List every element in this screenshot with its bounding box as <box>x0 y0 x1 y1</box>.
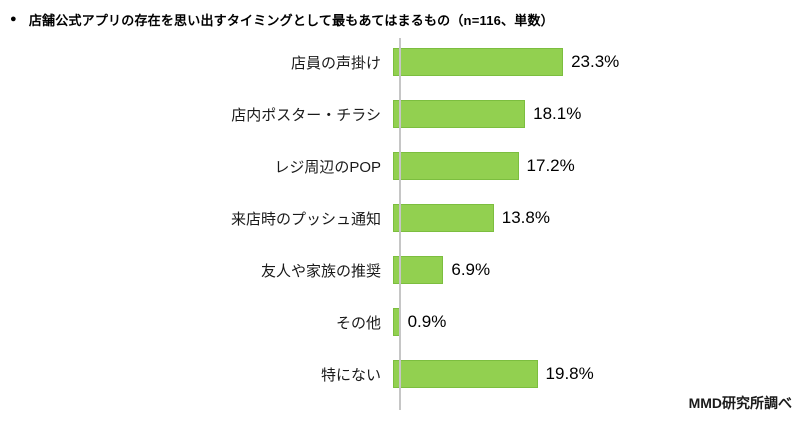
category-label: レジ周辺のPOP <box>274 158 381 176</box>
bar <box>393 152 519 180</box>
y-axis-line <box>399 38 401 410</box>
chart-title: ● 店舗公式アプリの存在を思い出すタイミングとして最もあてはまるもの（n=116… <box>10 10 554 29</box>
source-credit: MMD研究所調べ <box>688 395 792 411</box>
value-label: 18.1% <box>533 104 582 123</box>
bar-chart: 店員の声掛け 23.3% 店内ポスター・チラシ 18.1% レジ周辺のPOP 1… <box>0 36 800 410</box>
chart-row: レジ周辺のPOP 17.2% <box>0 140 800 192</box>
bar <box>393 100 526 128</box>
bar-track: 23.3% <box>391 48 619 76</box>
chart-row: 店内ポスター・チラシ 18.1% <box>0 88 800 140</box>
value-label: 0.9% <box>407 312 447 331</box>
value-label: 23.3% <box>571 52 620 71</box>
bar <box>393 360 538 388</box>
bullet-icon: ● <box>10 13 17 25</box>
bar <box>393 256 444 284</box>
chart-row: 特にない 19.8% <box>0 348 800 400</box>
bar <box>393 204 494 232</box>
value-label: 13.8% <box>501 208 550 227</box>
category-label: 店内ポスター・チラシ <box>231 106 381 124</box>
bar-track: 6.9% <box>391 256 490 284</box>
chart-row: 友人や家族の推奨 6.9% <box>0 244 800 296</box>
category-label: その他 <box>335 314 381 332</box>
chart-title-text: 店舗公式アプリの存在を思い出すタイミングとして最もあてはまるもの（n=116、単… <box>28 13 554 28</box>
bar <box>393 48 564 76</box>
value-label: 19.8% <box>545 364 594 383</box>
chart-row: 店員の声掛け 23.3% <box>0 36 800 88</box>
bar-track: 19.8% <box>391 360 594 388</box>
chart-row: 来店時のプッシュ通知 13.8% <box>0 192 800 244</box>
category-label: 来店時のプッシュ通知 <box>230 210 381 228</box>
bar-track: 13.8% <box>391 204 550 232</box>
bar-track: 18.1% <box>391 100 581 128</box>
category-label: 店員の声掛け <box>290 54 381 72</box>
category-label: 特にない <box>320 366 381 384</box>
bar-track: 17.2% <box>391 152 575 180</box>
category-label: 友人や家族の推奨 <box>260 262 381 280</box>
value-label: 17.2% <box>526 156 575 175</box>
value-label: 6.9% <box>451 260 491 279</box>
